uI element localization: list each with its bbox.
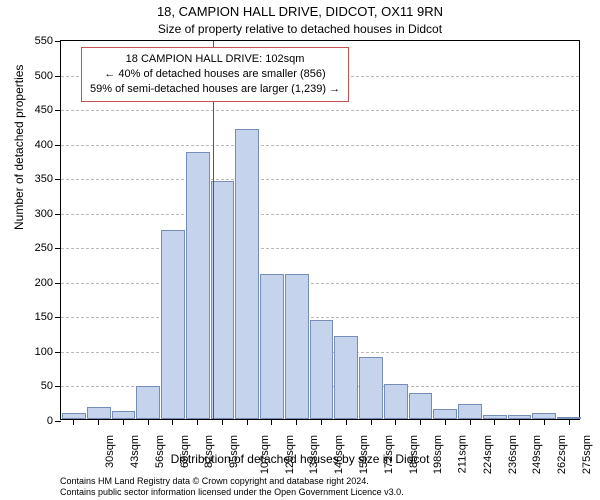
y-tick — [55, 317, 61, 318]
histogram-bar — [285, 274, 309, 419]
x-tick — [172, 419, 173, 425]
histogram-bar — [161, 230, 185, 419]
histogram-bar — [136, 386, 160, 419]
x-tick — [445, 419, 446, 425]
y-tick — [55, 352, 61, 353]
histogram-bar — [186, 152, 210, 419]
chart-subtitle: Size of property relative to detached ho… — [0, 22, 600, 36]
y-tick — [55, 248, 61, 249]
grid-line — [61, 248, 579, 249]
histogram-bar — [235, 129, 259, 419]
y-tick — [55, 421, 61, 422]
grid-line — [61, 179, 579, 180]
y-tick — [55, 283, 61, 284]
y-tick — [55, 76, 61, 77]
x-tick — [569, 419, 570, 425]
histogram-bar — [409, 393, 433, 419]
x-tick — [494, 419, 495, 425]
y-tick-label: 200 — [35, 277, 53, 289]
footer-line-2: Contains public sector information licen… — [60, 487, 404, 498]
y-tick — [55, 214, 61, 215]
grid-line — [61, 283, 579, 284]
x-tick — [544, 419, 545, 425]
histogram-bar — [433, 409, 457, 419]
x-tick — [73, 419, 74, 425]
y-tick — [55, 179, 61, 180]
chart-title: 18, CAMPION HALL DRIVE, DIDCOT, OX11 9RN — [0, 4, 600, 19]
annotation-line: ← 40% of detached houses are smaller (85… — [90, 67, 340, 82]
x-tick — [247, 419, 248, 425]
x-tick — [123, 419, 124, 425]
x-tick — [98, 419, 99, 425]
annotation-box: 18 CAMPION HALL DRIVE: 102sqm← 40% of de… — [81, 47, 349, 102]
x-tick — [519, 419, 520, 425]
annotation-line: 59% of semi-detached houses are larger (… — [90, 82, 340, 97]
histogram-bar — [310, 320, 334, 419]
x-tick — [148, 419, 149, 425]
histogram-bar — [359, 357, 383, 419]
y-tick-label: 100 — [35, 346, 53, 358]
y-tick-label: 150 — [35, 311, 53, 323]
y-tick-label: 550 — [35, 35, 53, 47]
y-tick — [55, 145, 61, 146]
y-tick-label: 0 — [47, 415, 53, 427]
x-tick — [470, 419, 471, 425]
footer-line-1: Contains HM Land Registry data © Crown c… — [60, 476, 404, 487]
y-tick — [55, 386, 61, 387]
y-tick-label: 50 — [41, 380, 53, 392]
plot-area: 05010015020025030035040045050055030sqm43… — [60, 40, 580, 420]
x-tick — [420, 419, 421, 425]
chart-container: 18, CAMPION HALL DRIVE, DIDCOT, OX11 9RN… — [0, 0, 600, 500]
x-tick — [296, 419, 297, 425]
footer-text: Contains HM Land Registry data © Crown c… — [60, 476, 404, 498]
histogram-bar — [384, 384, 408, 419]
y-tick-label: 400 — [35, 139, 53, 151]
y-tick-label: 250 — [35, 242, 53, 254]
grid-line — [61, 145, 579, 146]
histogram-bar — [87, 407, 111, 419]
histogram-bar — [458, 404, 482, 419]
grid-line — [61, 214, 579, 215]
y-tick-label: 300 — [35, 208, 53, 220]
histogram-bar — [334, 336, 358, 419]
y-axis-label: Number of detached properties — [12, 65, 26, 230]
x-tick — [321, 419, 322, 425]
y-tick-label: 450 — [35, 104, 53, 116]
histogram-bar — [260, 274, 284, 419]
annotation-line: 18 CAMPION HALL DRIVE: 102sqm — [90, 52, 340, 67]
y-tick-label: 500 — [35, 70, 53, 82]
y-tick-label: 350 — [35, 173, 53, 185]
y-tick — [55, 110, 61, 111]
x-tick — [222, 419, 223, 425]
histogram-bar — [112, 411, 136, 419]
x-tick — [197, 419, 198, 425]
grid-line — [61, 110, 579, 111]
x-tick — [371, 419, 372, 425]
grid-line — [61, 317, 579, 318]
x-tick — [271, 419, 272, 425]
y-tick — [55, 41, 61, 42]
x-tick — [346, 419, 347, 425]
x-tick — [395, 419, 396, 425]
x-axis-label: Distribution of detached houses by size … — [0, 452, 600, 466]
